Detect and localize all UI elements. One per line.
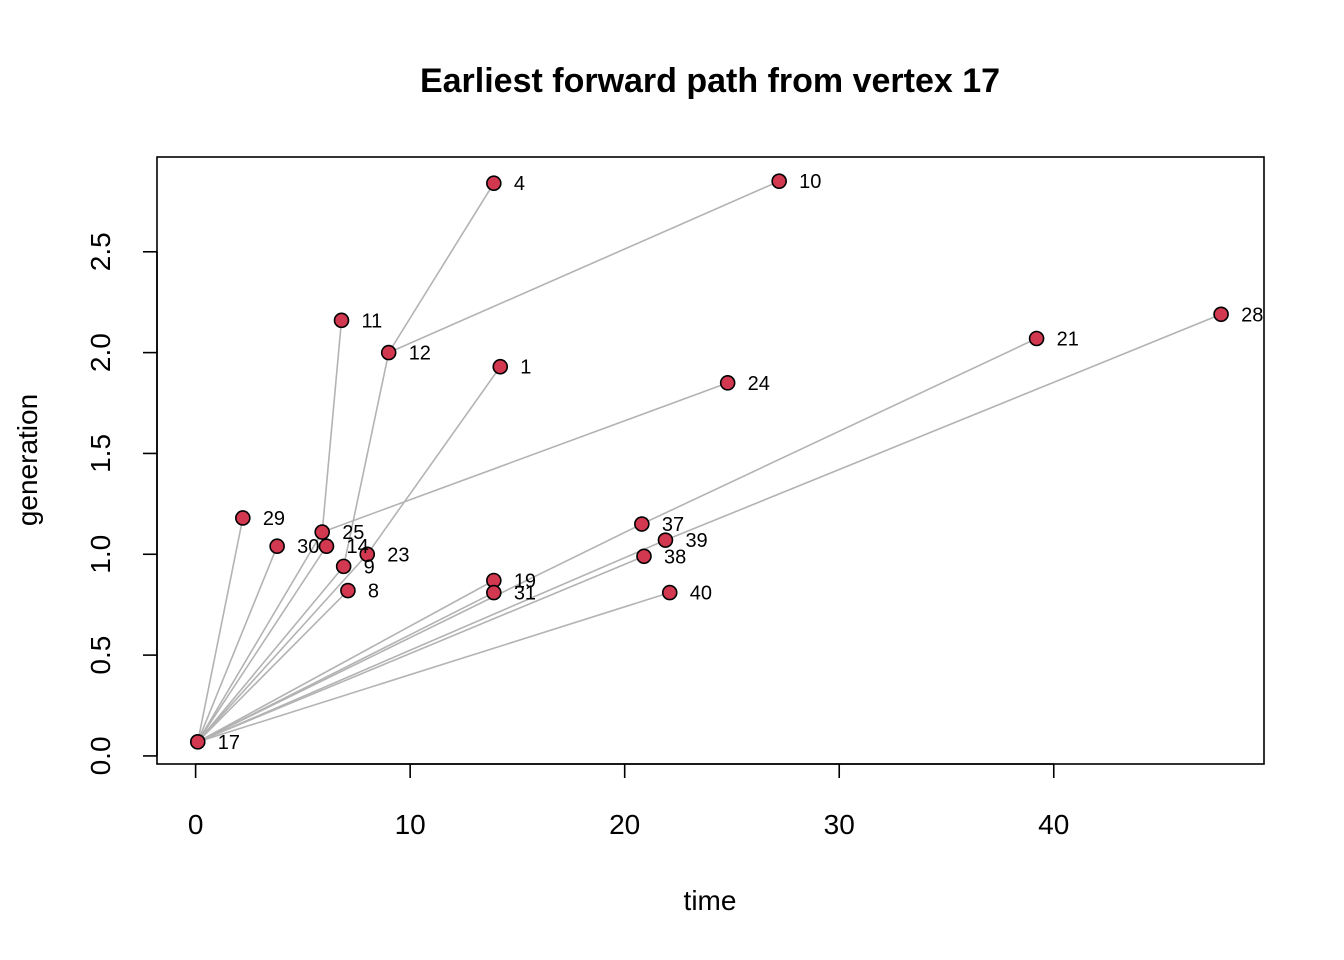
edge-17-14	[197, 545, 328, 743]
points-layer	[189, 173, 1229, 750]
vertex-point-28	[1213, 306, 1229, 323]
y-tick-label-5: 2.5	[85, 232, 116, 271]
vertex-label-23: 23	[387, 544, 409, 566]
vertex-label-17: 17	[218, 732, 240, 754]
vertex-label-12: 12	[409, 343, 431, 365]
edge-17-30	[197, 545, 278, 743]
y-tick-label-4: 2.0	[85, 333, 116, 372]
vertex-point-31	[486, 584, 502, 601]
edge-39-28	[665, 313, 1222, 541]
vertex-point-12	[380, 344, 397, 361]
edge-12-4	[388, 182, 495, 354]
vertex-label-38: 38	[664, 546, 686, 568]
vertex-label-4: 4	[514, 173, 525, 195]
vertex-point-30	[269, 538, 285, 555]
edge-25-11	[321, 320, 343, 533]
vertex-point-9	[335, 558, 352, 575]
vertex-point-10	[771, 173, 787, 189]
y-tick-label-1: 0.5	[85, 636, 116, 675]
y-tick-label-3: 1.5	[85, 434, 116, 473]
x-tick-label-20: 20	[609, 809, 640, 840]
y-tick-label-0: 0.0	[85, 736, 116, 775]
vertex-point-8	[340, 582, 356, 599]
x-tick-label-0: 0	[188, 809, 204, 840]
vertex-label-14: 14	[346, 536, 368, 558]
edge-12-10	[388, 180, 780, 354]
edge-17-23	[197, 553, 368, 743]
vertex-label-9: 9	[364, 556, 375, 578]
vertex-point-23	[359, 546, 376, 563]
y-tick-label-2: 1.0	[85, 535, 116, 574]
vertex-point-1	[492, 358, 509, 375]
vertex-label-11: 11	[362, 310, 383, 332]
vertex-label-19: 19	[514, 570, 536, 592]
vertex-label-37: 37	[662, 514, 684, 536]
x-tick-label-10: 10	[395, 809, 426, 840]
edge-17-25	[197, 531, 323, 743]
vertex-point-17	[189, 734, 206, 750]
edge-17-8	[197, 590, 349, 743]
vertex-label-10: 10	[799, 171, 821, 193]
vertex-point-37	[634, 516, 650, 532]
vertex-label-40: 40	[690, 583, 712, 605]
edge-9-12	[342, 352, 390, 567]
edges-layer	[196, 180, 1222, 743]
vertex-point-38	[636, 548, 652, 565]
x-tick-label-40: 40	[1038, 809, 1069, 840]
vertex-point-21	[1028, 330, 1045, 347]
vertex-label-28: 28	[1241, 304, 1263, 326]
vertex-point-14	[318, 538, 335, 555]
edge-17-19	[197, 579, 495, 743]
vertex-point-40	[661, 584, 678, 601]
y-axis: 0.0 0.5 1.0 1.5 2.0 2.5	[85, 232, 158, 775]
vertex-point-4	[486, 175, 502, 192]
edge-17-40	[197, 591, 670, 743]
vertex-label-24: 24	[748, 373, 770, 395]
edge-17-9	[197, 565, 345, 743]
vertex-label-25: 25	[342, 522, 364, 544]
vertex-point-11	[333, 312, 350, 329]
edge-17-38	[197, 555, 645, 743]
edge-17-37	[197, 523, 643, 743]
x-axis-title: time	[684, 885, 737, 916]
vertex-point-29	[235, 510, 251, 526]
chart-title: Earliest forward path from vertex 17	[420, 62, 1000, 100]
edge-17-29	[196, 517, 244, 742]
vertex-label-8: 8	[368, 581, 379, 603]
vertex-label-31: 31	[514, 583, 536, 605]
edge-37-21	[641, 337, 1037, 525]
x-tick-label-30: 30	[824, 809, 855, 840]
y-axis-title: generation	[12, 394, 43, 526]
vertex-point-39	[657, 532, 674, 548]
edge-23-1	[366, 366, 501, 555]
vertex-label-1: 1	[520, 357, 531, 379]
vertex-label-21: 21	[1057, 328, 1079, 350]
vertex-point-24	[719, 375, 736, 391]
x-axis: 0 10 20 30 40	[188, 763, 1069, 840]
edge-25-24	[321, 382, 728, 533]
vertex-label-30: 30	[297, 536, 319, 558]
vertex-label-39: 39	[685, 530, 707, 552]
edge-17-39	[197, 539, 666, 743]
vertex-label-29: 29	[263, 508, 285, 530]
vertex-point-25	[314, 524, 330, 540]
